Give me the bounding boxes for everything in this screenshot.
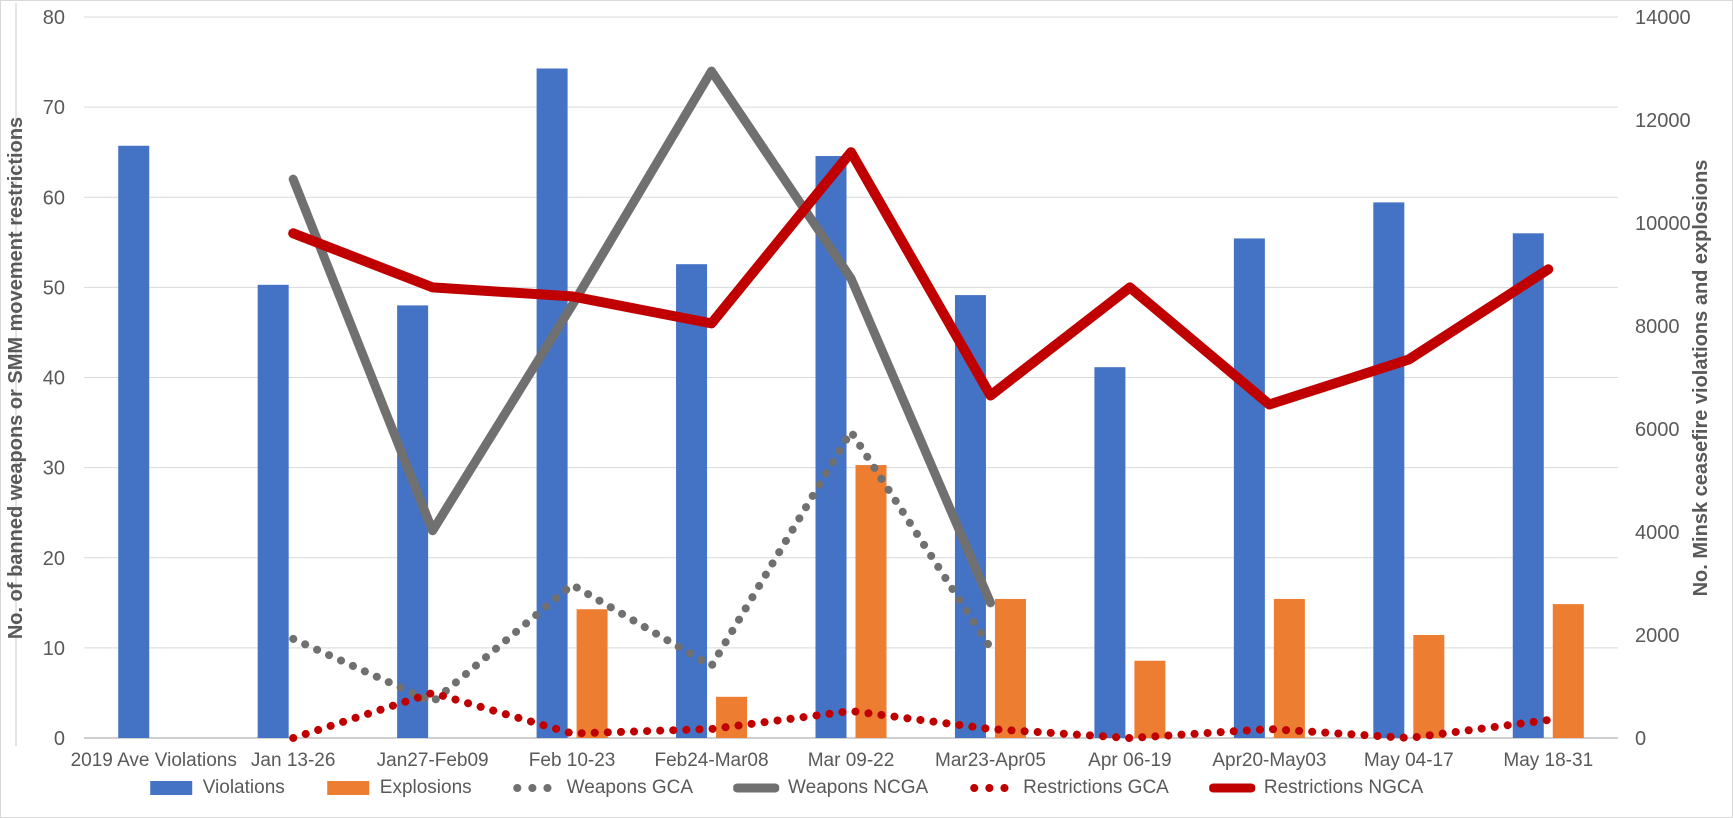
x-tick-label: Jan 13-26: [251, 750, 336, 771]
bar-series-layer: [118, 68, 1584, 739]
line-series-layer: [288, 66, 1554, 742]
weapons-gca-line: [289, 427, 995, 706]
legend-item-violations: Violations: [148, 777, 285, 799]
legend-swatch-explosions: [326, 781, 369, 795]
violations-bar: [1094, 367, 1126, 738]
explosions-bar: [1413, 635, 1445, 738]
y-left-tick-label: 40: [43, 368, 65, 390]
axis-tick-labels: 0 10 20 30 40 50 60 70 80 0 2000 4000 6000 8000 10000 1…: [43, 7, 1691, 771]
violations-bar: [1512, 233, 1544, 739]
x-tick-label: Feb 10-23: [529, 750, 616, 771]
legend-swatch-violations: [149, 781, 192, 795]
y-right-tick-label: 14000: [1635, 7, 1691, 29]
explosions-bar: [1552, 604, 1584, 738]
y-left-tick-label: 60: [43, 187, 65, 209]
left-axis-title: No. of banned weapons or SMM movement re…: [5, 117, 27, 639]
legend-item-restrictions-gca: Restrictions GCA: [968, 777, 1169, 799]
legend-label: Restrictions NGCA: [1263, 777, 1424, 798]
x-tick-label: Apr20-May03: [1212, 750, 1326, 771]
violations-bar: [1373, 202, 1405, 738]
x-tick-label: 2019 Ave Violations: [71, 750, 237, 771]
y-right-tick-label: 12000: [1635, 110, 1691, 132]
explosions-bar: [716, 696, 748, 738]
y-right-tick-label: 0: [1635, 728, 1646, 750]
x-tick-label: Jan27-Feb09: [377, 750, 489, 771]
legend-bar-swatch: [149, 781, 192, 795]
restrictions-ngca-line: [288, 147, 1554, 410]
violations-bar: [397, 305, 429, 738]
weapons-ncga-line: [288, 66, 995, 608]
x-tick-label: May 18-31: [1503, 750, 1593, 771]
legend-swatch-restrictions-gca: [970, 784, 1014, 792]
explosions-bar: [1273, 598, 1305, 738]
y-left-tick-label: 80: [43, 7, 65, 29]
x-tick-label: Apr 06-19: [1088, 750, 1171, 771]
violations-bar: [536, 68, 568, 738]
y-right-tick-label: 4000: [1635, 522, 1680, 544]
legend-swatch-weapons-gca: [513, 784, 557, 792]
legend-swatch-restrictions-ngca: [1208, 783, 1255, 793]
y-right-tick-label: 6000: [1635, 419, 1680, 441]
explosions-bar: [576, 609, 608, 738]
explosions-bar: [994, 598, 1026, 738]
violations-bar: [1233, 238, 1265, 738]
y-left-tick-label: 0: [54, 728, 65, 750]
violations-bar: [118, 145, 150, 738]
x-tick-label: May 04-17: [1364, 750, 1454, 771]
legend-label: Explosions: [379, 777, 472, 798]
x-tick-label: Feb24-Mar08: [655, 750, 769, 771]
explosions-bar: [855, 465, 887, 738]
legend-item-explosions: Explosions: [325, 777, 472, 799]
legend-swatch-weapons-ncga: [733, 783, 780, 793]
violations-bar: [257, 284, 289, 738]
legend-item-weapons-gca: Weapons GCA: [512, 777, 693, 799]
legend-label: Violations: [202, 777, 285, 798]
legend-label: Weapons GCA: [566, 777, 694, 798]
right-axis-title: No. Minsk ceasefire violations and explo…: [1690, 160, 1712, 597]
legend-item-restrictions-ngca: Restrictions NGCA: [1208, 777, 1424, 799]
y-left-tick-label: 30: [43, 458, 65, 480]
legend-label: Restrictions GCA: [1023, 777, 1169, 798]
legend-bar-swatch: [326, 781, 369, 795]
y-left-tick-label: 70: [43, 97, 65, 119]
explosions-bar: [1134, 660, 1166, 738]
legend-item-weapons-ncga: Weapons NCGA: [733, 777, 928, 799]
x-tick-label: Mar23-Apr05: [935, 750, 1046, 771]
y-right-tick-label: 2000: [1635, 625, 1680, 647]
y-left-tick-label: 10: [43, 638, 65, 660]
y-right-tick-label: 10000: [1635, 213, 1691, 235]
y-right-tick-label: 8000: [1635, 316, 1680, 338]
violations-bar: [676, 264, 708, 738]
y-left-tick-label: 20: [43, 548, 65, 570]
y-left-tick-label: 50: [43, 277, 65, 299]
x-tick-label: Mar 09-22: [808, 750, 895, 771]
chart-legend: Violations Explosions Weapons GCA Weapons N…: [148, 777, 1424, 799]
legend-label: Weapons NCGA: [788, 777, 929, 798]
restrictions-gca-line: [289, 688, 1553, 742]
